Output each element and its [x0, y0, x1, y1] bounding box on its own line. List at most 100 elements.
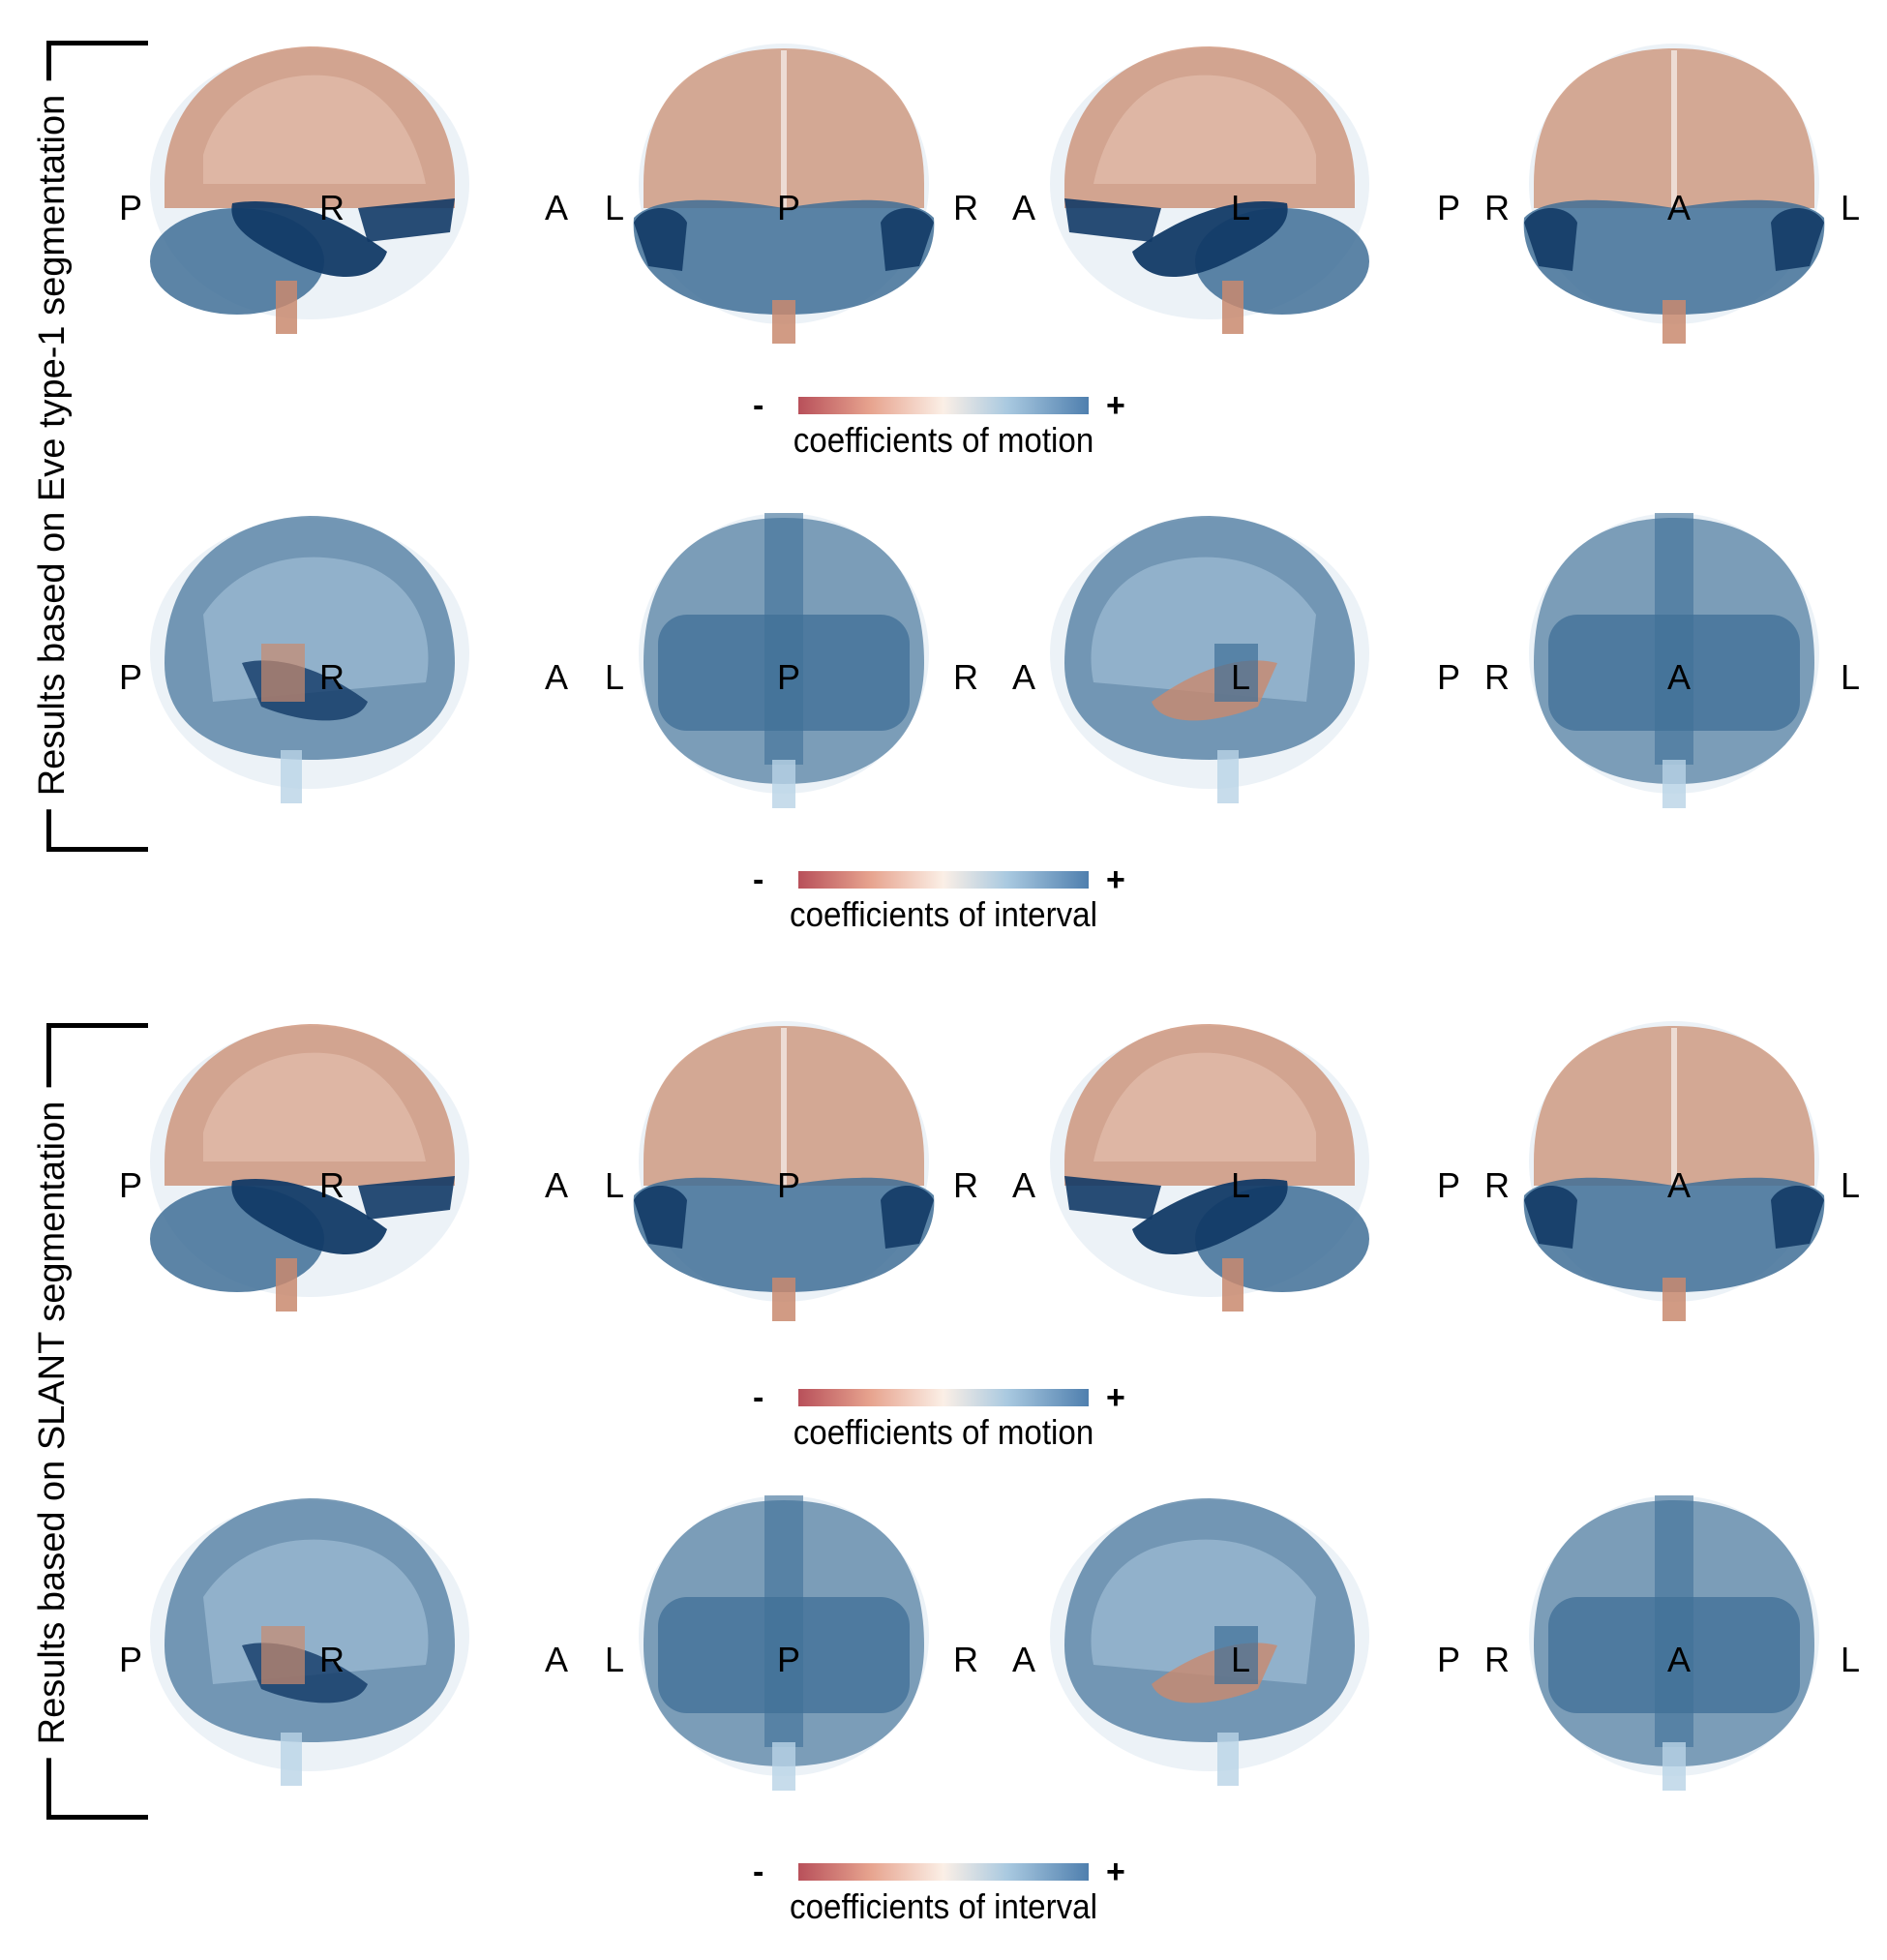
orientation-label-center: A [1666, 1640, 1692, 1679]
brainstem-region [276, 281, 297, 334]
temporal-region [1132, 201, 1288, 278]
brainstem-region [276, 1258, 297, 1312]
brainstem-region [772, 1278, 795, 1321]
brainstem-region [1217, 1733, 1239, 1786]
temporal-region [1524, 1186, 1577, 1249]
orientation-label-left: L [604, 1640, 625, 1679]
orientation-label-left: A [1011, 1640, 1036, 1679]
orientation-label-center: R [319, 657, 344, 697]
colorbar-plus-label: + [1106, 861, 1125, 898]
brain-view [145, 39, 474, 358]
temporal-region [1064, 1176, 1161, 1220]
brain-view [1045, 1491, 1374, 1810]
orientation-label-center: R [319, 188, 344, 227]
orientation-label-center: A [1666, 657, 1692, 697]
colorbar-title: coefficients of interval [790, 1886, 1097, 1926]
cortex-region [1093, 75, 1316, 184]
brainstem-region [281, 1733, 302, 1786]
orientation-label-center: R [319, 1640, 344, 1679]
brain-view [145, 1016, 474, 1336]
colorbar-minus-label: - [753, 861, 764, 898]
temporal-region [881, 208, 934, 271]
orientation-label-center: A [1666, 188, 1692, 227]
colorbar-gradient [798, 871, 1089, 889]
orientation-label-center: P [776, 188, 801, 227]
orientation-label-right: A [544, 188, 569, 227]
cerebellum-region [633, 1177, 935, 1292]
midline-region [764, 513, 803, 765]
temporal-region [231, 201, 387, 278]
orientation-label-right: L [1840, 188, 1861, 227]
orientation-label-left: A [1011, 1165, 1036, 1205]
orientation-label-left: A [1011, 657, 1036, 697]
brain-render [1523, 44, 1825, 344]
orientation-label-center: P [776, 1165, 801, 1205]
brain-render [1529, 1495, 1819, 1791]
orientation-label-right: R [953, 1165, 978, 1205]
bracket-bottom [46, 1718, 148, 1820]
cortex-region [1093, 1052, 1316, 1161]
cerebellum-region [633, 199, 935, 315]
cortex-region [165, 516, 455, 760]
orientation-label-right: R [953, 188, 978, 227]
brainstem-region [1662, 1742, 1686, 1791]
brainstem-region [281, 750, 302, 803]
brain-render [150, 516, 469, 803]
brain-view [1510, 39, 1839, 358]
orientation-label-center: L [1230, 188, 1251, 227]
brain-view [619, 1016, 948, 1336]
brain-view [619, 1491, 948, 1810]
brain-view [619, 508, 948, 828]
midline-region [764, 1495, 803, 1747]
brainstem-region [1217, 750, 1239, 803]
orientation-label-left: L [604, 657, 625, 697]
colorbar: - + coefficients of motion [0, 387, 1887, 474]
colorbar-title: coefficients of motion [793, 420, 1094, 460]
cortex-region [1064, 1498, 1355, 1742]
cerebellum-region [1523, 199, 1825, 315]
orientation-label-right: P [1436, 1640, 1461, 1679]
colorbar-minus-label: - [753, 1379, 764, 1416]
orientation-label-right: A [544, 1640, 569, 1679]
temporal-region [881, 1186, 934, 1249]
orientation-label-right: L [1840, 1165, 1861, 1205]
brainstem-region [772, 300, 795, 344]
brain-render [1050, 46, 1369, 334]
colorbar-gradient [798, 397, 1089, 414]
orientation-label-right: R [953, 657, 978, 697]
brain-render [1529, 513, 1819, 808]
colorbar-gradient [798, 1389, 1089, 1406]
brain-view [1510, 508, 1839, 828]
orientation-label-center: A [1666, 1165, 1692, 1205]
insula-region [261, 644, 305, 702]
brain-render [639, 1495, 929, 1791]
temporal-region [1132, 1179, 1288, 1255]
brain-render [633, 1021, 935, 1321]
brainstem-region [1222, 281, 1243, 334]
brain-view [1045, 39, 1374, 358]
temporal-region [634, 1186, 687, 1249]
orientation-label-left: P [118, 657, 143, 697]
midline-region [1655, 1495, 1693, 1747]
temporal-region [634, 208, 687, 271]
brainstem-region [1662, 760, 1686, 808]
orientation-label-center: P [776, 657, 801, 697]
orientation-label-left: R [1484, 657, 1510, 697]
brain-view [1045, 508, 1374, 828]
temporal-region [358, 198, 455, 242]
orientation-label-center: P [776, 1640, 801, 1679]
temporal-region [1771, 1186, 1824, 1249]
bracket-top [46, 1023, 148, 1125]
orientation-label-left: R [1484, 188, 1510, 227]
brain-view [1510, 1016, 1839, 1336]
insula-region [1214, 644, 1258, 702]
temporal-region [1064, 198, 1161, 242]
brainstem-region [1222, 1258, 1243, 1312]
brain-render [1050, 1498, 1369, 1786]
orientation-label-right: R [953, 1640, 978, 1679]
